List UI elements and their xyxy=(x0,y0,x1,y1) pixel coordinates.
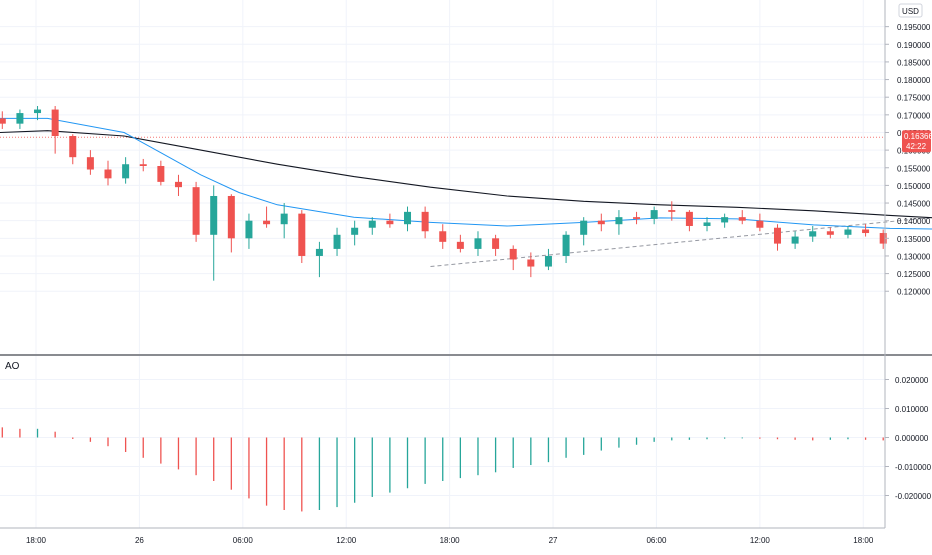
time-tick-label: 12:00 xyxy=(750,536,771,545)
candle-body xyxy=(227,195,235,239)
price-tick-label: 0.190000 xyxy=(897,41,931,50)
candle-body xyxy=(263,220,271,225)
currency-badge[interactable]: USD xyxy=(898,3,923,18)
candle-body xyxy=(544,255,552,267)
candle-body xyxy=(421,211,429,232)
fib-extension[interactable]: 4.236(0.198106)3.618(0.189865)2.618(0.17… xyxy=(0,8,932,268)
candle-body xyxy=(809,231,817,237)
candle-body xyxy=(69,136,77,158)
price-tick-label: 0.125000 xyxy=(897,270,931,279)
candle-body xyxy=(104,169,112,179)
price-tick-label: 0.175000 xyxy=(897,94,931,103)
candle-body xyxy=(844,229,852,235)
time-tick-label: 12:00 xyxy=(336,536,357,545)
price-tick-label: 0.155000 xyxy=(897,164,931,173)
candle-body xyxy=(456,241,464,249)
candle-body xyxy=(527,259,535,267)
candle-body xyxy=(685,211,693,226)
candle-body xyxy=(210,195,218,235)
candle-body xyxy=(34,109,42,114)
time-tick-label: 06:00 xyxy=(646,536,667,545)
candle-body xyxy=(738,217,746,221)
candle-body xyxy=(157,165,165,182)
time-tick-label: 18:00 xyxy=(440,536,461,545)
trend-line[interactable] xyxy=(430,212,932,268)
price-tick-label: 0.120000 xyxy=(897,288,931,297)
candle-body xyxy=(351,227,359,235)
last-price-value: 0.163663 xyxy=(904,132,932,141)
candles xyxy=(0,106,887,281)
candle-body xyxy=(298,213,306,256)
labels: AO xyxy=(5,361,20,372)
candle-body xyxy=(315,248,323,256)
ao-tick-label: 0.010000 xyxy=(895,405,929,414)
time-tick-label: 18:00 xyxy=(26,536,47,545)
ma-fast-line xyxy=(0,117,932,230)
ao-histogram xyxy=(1,427,884,512)
candle-body xyxy=(245,220,253,239)
price-tick-label: 0.150000 xyxy=(897,182,931,191)
candle-body xyxy=(773,227,781,244)
candle-body xyxy=(509,248,517,260)
price-tick-label: 0.185000 xyxy=(897,58,931,67)
candle-body xyxy=(791,236,799,244)
candle-body xyxy=(192,187,200,235)
candle-body xyxy=(721,217,729,223)
candle-body xyxy=(492,238,500,249)
candle-body xyxy=(615,217,623,225)
candle-body xyxy=(86,157,94,170)
ao-tick-label: 0.000000 xyxy=(895,434,929,443)
moving-averages xyxy=(0,117,932,230)
ao-tick-label: -0.020000 xyxy=(895,492,932,501)
time-tick-label: 26 xyxy=(135,536,144,545)
candle-body xyxy=(386,220,394,225)
ao-label: AO xyxy=(5,361,20,372)
candle-body xyxy=(562,234,570,256)
candle-body xyxy=(280,213,288,225)
last-price-badge[interactable]: 0.16366342:22 xyxy=(902,130,932,153)
candle-body xyxy=(368,220,376,228)
price-tick-label: 0.140000 xyxy=(897,217,931,226)
ao-tick-label: 0.020000 xyxy=(895,376,929,385)
candle-body xyxy=(122,164,130,179)
candle-body xyxy=(580,220,588,235)
price-tick-label: 0.180000 xyxy=(897,76,931,85)
candle-body xyxy=(756,220,764,228)
candle-body xyxy=(633,217,641,219)
candle-body xyxy=(174,181,182,188)
candle-body xyxy=(474,238,482,249)
price-tick-label: 0.135000 xyxy=(897,235,931,244)
candle-body xyxy=(404,211,412,225)
ma-slow-line xyxy=(0,130,932,219)
last-price-countdown: 42:22 xyxy=(906,142,927,151)
candle-body xyxy=(51,109,59,137)
time-tick-label: 18:00 xyxy=(853,536,874,545)
price-tick-label: 0.130000 xyxy=(897,252,931,261)
candle-body xyxy=(650,210,658,219)
candle-body xyxy=(0,118,6,124)
ao-tick-label: -0.010000 xyxy=(895,463,932,472)
candle-body xyxy=(879,233,887,244)
candle-body xyxy=(597,220,605,225)
candle-body xyxy=(439,231,447,242)
price-tick-label: 0.170000 xyxy=(897,111,931,120)
candle-body xyxy=(826,231,834,235)
price-tick-label: 0.145000 xyxy=(897,200,931,209)
candle-body xyxy=(703,222,711,226)
candle-body xyxy=(668,210,676,212)
last-price-bg xyxy=(902,130,931,153)
candle-body xyxy=(16,113,24,124)
candle-body xyxy=(139,164,147,166)
candle-body xyxy=(862,229,870,234)
candle-body xyxy=(333,234,341,249)
time-tick-label: 27 xyxy=(549,536,558,545)
currency-label: USD xyxy=(902,7,919,16)
time-tick-label: 06:00 xyxy=(233,536,254,545)
price-tick-label: 0.195000 xyxy=(897,23,931,32)
